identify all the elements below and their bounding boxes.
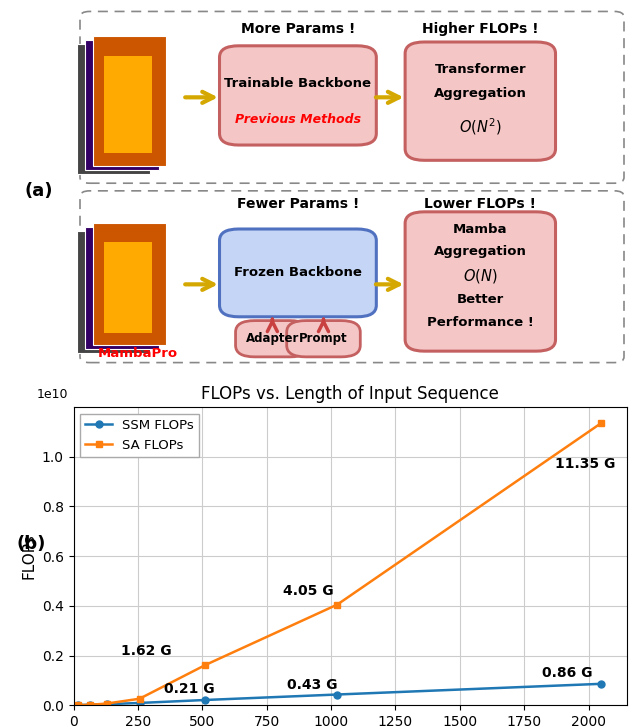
FancyBboxPatch shape [77,44,150,174]
Text: 0.86 G: 0.86 G [542,666,593,680]
Text: Previous Methods: Previous Methods [235,113,361,126]
SA FLOPs [597,419,605,427]
SSM FLOPs [136,699,143,707]
SA FLOPs [102,699,110,708]
FancyBboxPatch shape [93,223,166,345]
SSM FLOPs [202,696,209,704]
Text: Aggregation: Aggregation [434,245,527,258]
Text: Prompt: Prompt [299,332,348,345]
FancyBboxPatch shape [287,321,360,357]
Title: FLOPs vs. Length of Input Sequence: FLOPs vs. Length of Input Sequence [202,385,499,403]
Y-axis label: FLOPs: FLOPs [21,534,36,579]
Text: MambaPro: MambaPro [97,347,178,360]
SSM FLOPs [102,700,110,709]
Text: 0.43 G: 0.43 G [287,678,338,692]
FancyBboxPatch shape [405,42,556,160]
Text: $O(N)$: $O(N)$ [463,267,497,285]
Text: Higher FLOPs !: Higher FLOPs ! [422,22,539,36]
Text: Frozen Backbone: Frozen Backbone [234,266,362,279]
Text: Adapter: Adapter [246,332,299,345]
FancyBboxPatch shape [93,36,166,166]
Text: $O(N^2)$: $O(N^2)$ [459,116,502,137]
Text: Trainable Backbone: Trainable Backbone [225,78,371,90]
SSM FLOPs [333,690,341,699]
Text: Better: Better [457,292,504,305]
FancyBboxPatch shape [104,56,152,153]
Text: 11.35 G: 11.35 G [555,457,616,471]
Text: Lower FLOPs !: Lower FLOPs ! [424,197,536,212]
Text: 0.21 G: 0.21 G [164,682,214,696]
Text: 1.62 G: 1.62 G [121,644,172,658]
SA FLOPs [136,694,143,703]
SA FLOPs [86,700,94,709]
Line: SSM FLOPs: SSM FLOPs [74,680,604,709]
Text: 1e10: 1e10 [36,388,68,401]
FancyBboxPatch shape [405,212,556,351]
FancyBboxPatch shape [85,227,159,349]
FancyBboxPatch shape [77,231,150,353]
Text: (b): (b) [16,535,45,553]
FancyBboxPatch shape [220,46,376,145]
FancyBboxPatch shape [85,40,159,170]
SA FLOPs [74,701,81,710]
Text: 4.05 G: 4.05 G [284,584,334,598]
SSM FLOPs [86,700,94,709]
Text: Mamba: Mamba [453,223,508,236]
Text: More Params !: More Params ! [241,22,355,36]
FancyBboxPatch shape [220,229,376,317]
Legend: SSM FLOPs, SA FLOPs: SSM FLOPs, SA FLOPs [80,414,200,457]
FancyBboxPatch shape [104,241,152,333]
Text: Fewer Params !: Fewer Params ! [237,197,359,212]
FancyBboxPatch shape [236,321,309,357]
Text: Performance !: Performance ! [427,316,534,329]
SA FLOPs [333,601,341,609]
Line: SA FLOPs: SA FLOPs [74,419,604,709]
Text: Transformer: Transformer [435,63,526,76]
Text: Aggregation: Aggregation [434,87,527,100]
SA FLOPs [202,661,209,670]
SSM FLOPs [597,680,605,688]
Text: (a): (a) [24,182,52,200]
SSM FLOPs [74,701,81,710]
